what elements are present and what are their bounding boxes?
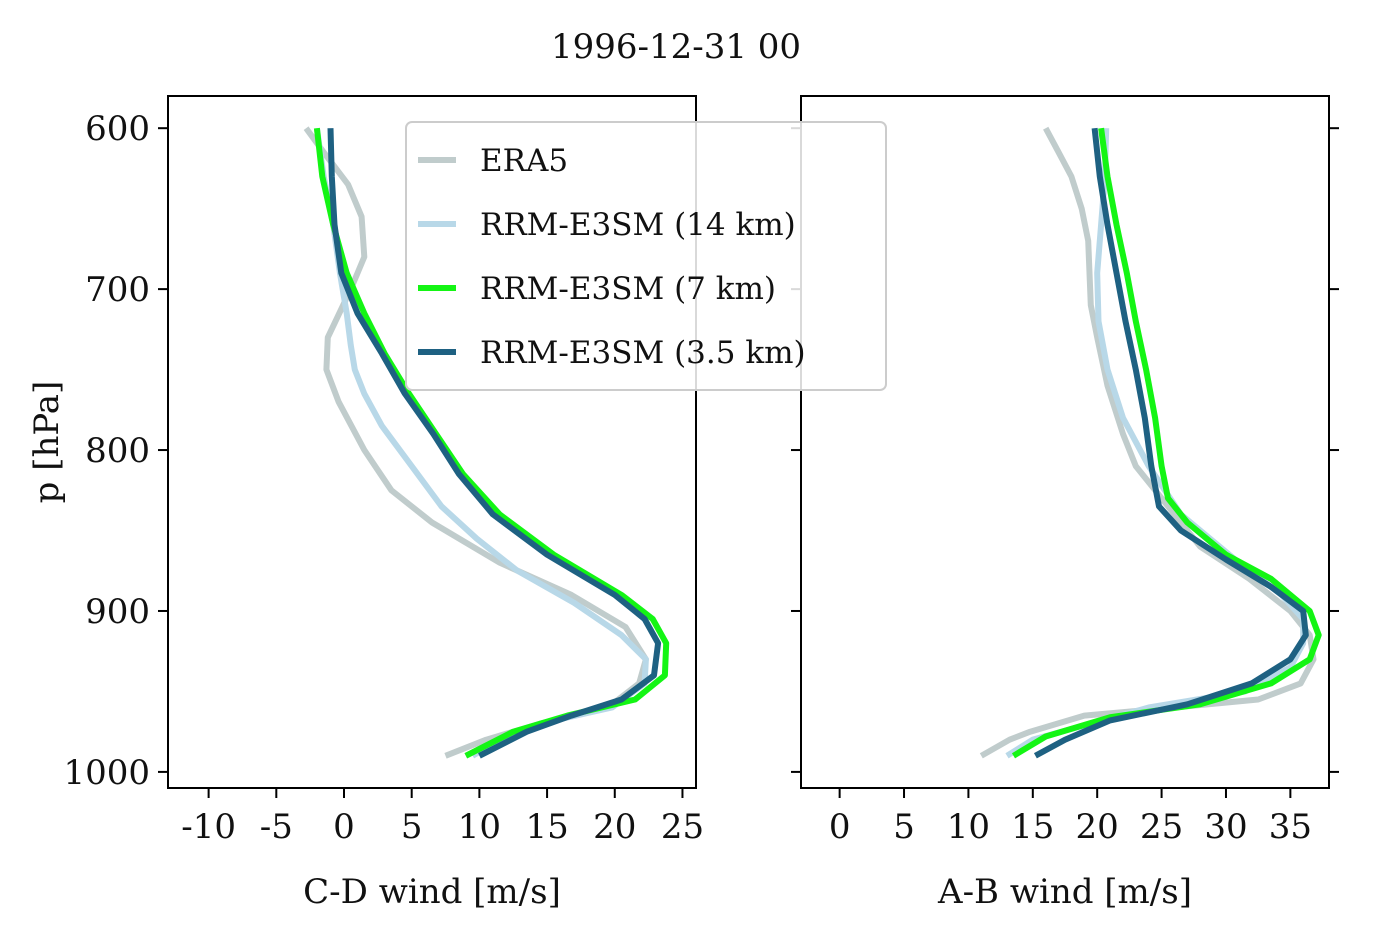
left-panel-cd-wind: -10 -5 0 5 10 15 20 25 600 700 800 900 1000 C-D win…	[27, 95, 704, 912]
left-plot-frame	[167, 95, 697, 789]
left-y-tick-label: 1000	[63, 753, 150, 793]
left-y-tick-label: 900	[85, 592, 150, 632]
right-x-tick-label: 10	[947, 807, 990, 847]
right-x-tick-label: 0	[829, 807, 851, 847]
left-x-tick-label: 20	[593, 807, 636, 847]
y-axis-label: p [hPa]	[27, 381, 67, 504]
left-x-axis-label: C-D wind [m/s]	[303, 872, 561, 912]
left-y-tick-label: 800	[85, 431, 150, 471]
left-x-tick-label: 15	[525, 807, 568, 847]
left-x-tick-label: 25	[661, 807, 704, 847]
left-line-rrm-e3sm-3-5-km	[327, 128, 662, 759]
right-x-tick-label: 15	[1011, 807, 1054, 847]
left-x-tick-label: 0	[333, 807, 355, 847]
left-x-tick-label: -10	[181, 807, 236, 847]
left-x-tick-label: -5	[260, 807, 293, 847]
right-line-rrm-e3sm-14-km	[1005, 128, 1307, 759]
left-x-tick-label: 10	[458, 807, 501, 847]
right-x-tick-label: 20	[1076, 807, 1119, 847]
left-line-rrm-e3sm-7-km	[313, 127, 670, 759]
right-panel-ab-wind: 0 5 10 15 20 25 30 35 A-B wind [m/s]	[791, 95, 1339, 912]
left-x-tick-label: 5	[401, 807, 423, 847]
left-y-tick-label: 700	[85, 270, 150, 310]
legend-label-rrm-e3sm-7-km: RRM-E3SM (7 km)	[480, 271, 776, 307]
legend: ERA5 RRM-E3SM (14 km) RRM-E3SM (7 km) RRM-E…	[405, 121, 887, 391]
legend-label-rrm-e3sm-14-km: RRM-E3SM (14 km)	[480, 207, 796, 243]
right-line-rrm-e3sm-3-5-km	[1033, 127, 1309, 759]
right-line-rrm-e3sm-7-km	[1011, 127, 1322, 759]
legend-label-era5: ERA5	[480, 143, 568, 179]
left-y-tick-label: 600	[85, 109, 150, 149]
legend-box	[405, 121, 887, 391]
right-x-tick-label: 35	[1269, 807, 1312, 847]
right-x-tick-label: 25	[1140, 807, 1183, 847]
right-x-axis-label: A-B wind [m/s]	[937, 872, 1192, 912]
figure-title: 1996-12-31 00	[551, 27, 801, 67]
right-plot-frame	[800, 95, 1330, 789]
right-x-tick-label: 30	[1204, 807, 1247, 847]
right-x-tick-label: 5	[893, 807, 915, 847]
legend-label-rrm-e3sm-3-5-km: RRM-E3SM (3.5 km)	[480, 335, 806, 371]
